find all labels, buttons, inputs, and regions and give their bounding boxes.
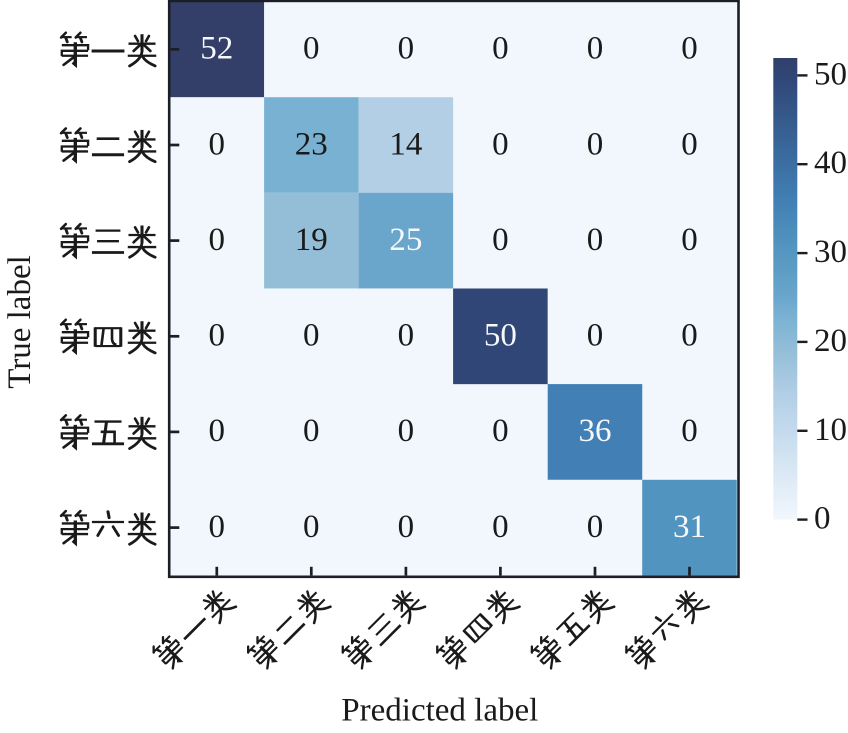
svg-text:36: 36: [579, 413, 612, 449]
svg-text:0: 0: [209, 126, 226, 162]
svg-text:0: 0: [303, 509, 320, 545]
svg-text:0: 0: [492, 222, 509, 258]
svg-text:40: 40: [814, 145, 847, 181]
svg-text:50: 50: [484, 318, 517, 354]
svg-text:0: 0: [681, 31, 698, 67]
svg-text:0: 0: [398, 509, 415, 545]
svg-text:10: 10: [814, 412, 847, 448]
svg-text:0: 0: [492, 31, 509, 67]
svg-text:0: 0: [587, 222, 604, 258]
svg-text:14: 14: [389, 126, 422, 162]
svg-text:25: 25: [389, 222, 422, 258]
svg-text:True label: True label: [2, 255, 38, 389]
svg-text:52: 52: [200, 31, 233, 67]
svg-text:0: 0: [209, 222, 226, 258]
svg-text:0: 0: [209, 318, 226, 354]
svg-text:0: 0: [587, 126, 604, 162]
svg-text:0: 0: [681, 318, 698, 354]
svg-text:0: 0: [398, 318, 415, 354]
svg-text:23: 23: [295, 126, 328, 162]
svg-text:20: 20: [814, 323, 847, 359]
svg-text:19: 19: [295, 222, 328, 258]
svg-text:0: 0: [492, 413, 509, 449]
svg-text:0: 0: [681, 222, 698, 258]
svg-text:0: 0: [587, 509, 604, 545]
svg-text:0: 0: [398, 31, 415, 67]
svg-text:0: 0: [303, 318, 320, 354]
svg-text:0: 0: [492, 126, 509, 162]
svg-text:0: 0: [303, 31, 320, 67]
svg-text:0: 0: [492, 509, 509, 545]
svg-text:50: 50: [814, 56, 847, 92]
svg-text:0: 0: [587, 31, 604, 67]
svg-text:0: 0: [587, 318, 604, 354]
svg-text:0: 0: [303, 413, 320, 449]
svg-text:0: 0: [814, 501, 831, 537]
svg-text:Predicted label: Predicted label: [341, 693, 538, 729]
svg-text:0: 0: [681, 126, 698, 162]
svg-text:0: 0: [398, 413, 415, 449]
svg-text:0: 0: [681, 413, 698, 449]
svg-text:0: 0: [209, 509, 226, 545]
svg-text:31: 31: [673, 509, 706, 545]
svg-text:0: 0: [209, 413, 226, 449]
svg-text:30: 30: [814, 234, 847, 270]
